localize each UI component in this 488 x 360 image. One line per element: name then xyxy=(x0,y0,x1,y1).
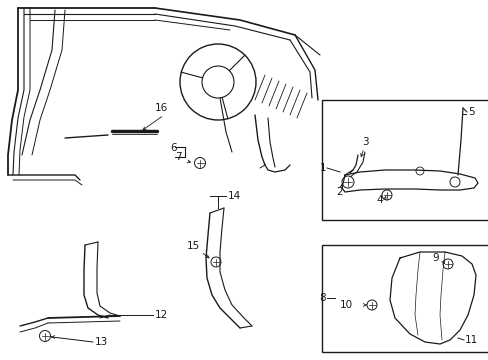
Text: 11: 11 xyxy=(464,335,477,345)
Text: 12: 12 xyxy=(155,310,168,320)
Text: 6: 6 xyxy=(170,143,176,153)
Text: 2: 2 xyxy=(335,187,342,197)
Text: 14: 14 xyxy=(227,191,241,201)
Text: 10: 10 xyxy=(339,300,352,310)
Bar xyxy=(321,100,488,220)
Text: 4: 4 xyxy=(375,195,382,205)
Bar xyxy=(321,245,488,352)
Text: 5: 5 xyxy=(467,107,474,117)
Text: 15: 15 xyxy=(186,241,200,251)
Text: 16: 16 xyxy=(155,103,168,113)
Text: 8: 8 xyxy=(319,293,325,303)
Text: 3: 3 xyxy=(361,137,368,147)
Text: 7: 7 xyxy=(175,152,181,162)
Text: 1: 1 xyxy=(319,163,325,173)
Text: 9: 9 xyxy=(431,253,438,263)
Text: 13: 13 xyxy=(95,337,108,347)
